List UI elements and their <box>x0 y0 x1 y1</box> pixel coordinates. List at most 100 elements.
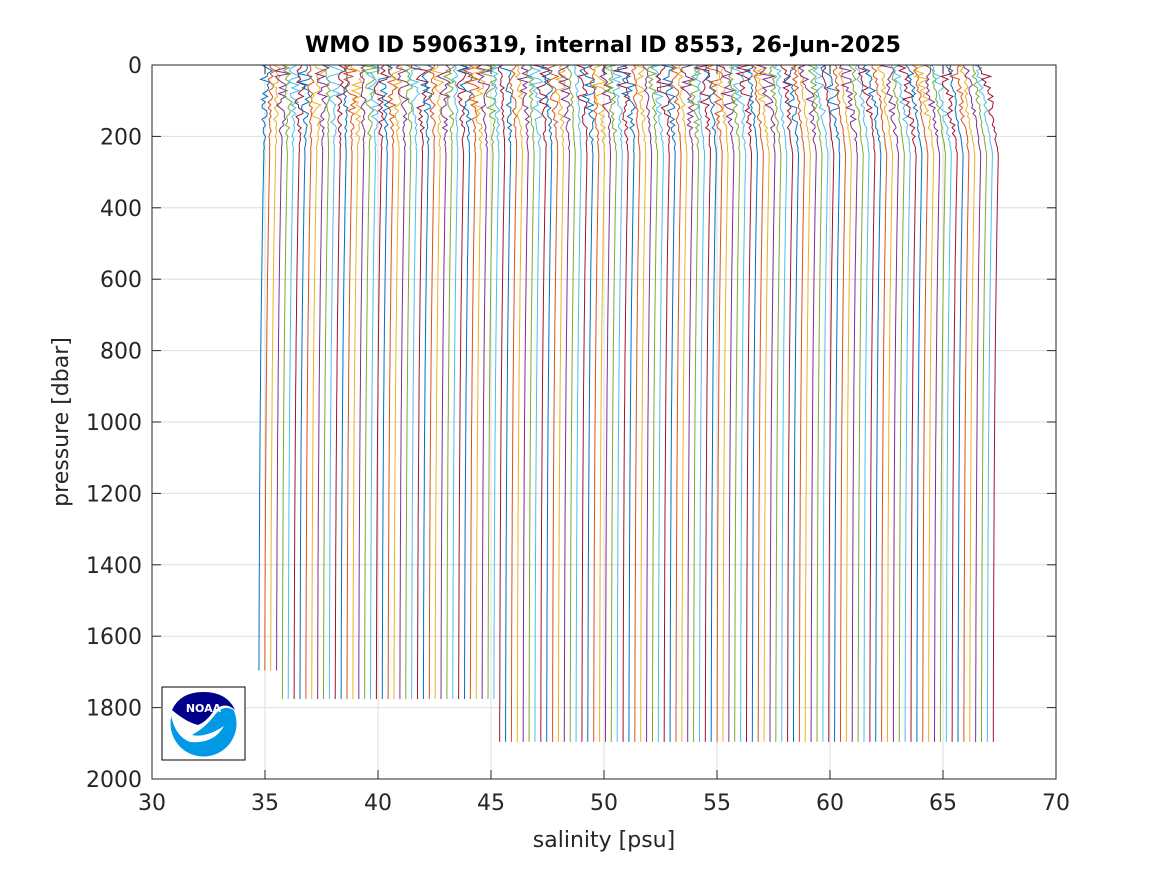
x-tick-label: 55 <box>703 791 731 816</box>
profile-line <box>293 64 306 700</box>
x-tick-label: 35 <box>251 791 279 816</box>
profile-line <box>323 64 331 699</box>
profile-line <box>756 64 776 742</box>
profile-line <box>821 64 835 742</box>
profile-line <box>471 64 486 699</box>
x-tick-label: 65 <box>929 791 957 816</box>
profile-line <box>436 64 452 700</box>
profile-line <box>838 64 852 742</box>
profile-line <box>645 64 658 742</box>
profile-line <box>532 64 551 742</box>
profile-line <box>526 64 544 742</box>
y-tick-label: 0 <box>128 54 142 79</box>
profile-line <box>878 64 899 742</box>
profile-line <box>395 64 410 699</box>
profile-line <box>497 64 506 742</box>
profile-line <box>686 64 702 742</box>
profile-line <box>642 64 653 742</box>
profile-line <box>540 64 553 742</box>
profile-line <box>287 64 302 700</box>
profile-line <box>871 64 888 742</box>
profile-line <box>716 64 736 742</box>
profile-line <box>832 64 846 742</box>
profile-line <box>660 64 676 742</box>
profile-line <box>334 64 347 700</box>
profile-line <box>350 64 364 699</box>
y-tick-label: 1200 <box>86 482 142 507</box>
profile-line <box>949 64 970 742</box>
profile-line <box>812 64 829 742</box>
profile-line <box>977 64 999 742</box>
profile-line <box>854 64 870 742</box>
profile-line <box>589 64 600 742</box>
profile-line <box>716 64 729 742</box>
profile-line <box>489 64 501 699</box>
profile-line <box>373 64 389 699</box>
profile-line <box>631 64 641 742</box>
profile-line <box>365 64 381 699</box>
profile-line <box>750 64 764 742</box>
profile-line <box>679 64 696 742</box>
profile-line <box>358 64 368 699</box>
profile-line <box>516 64 533 742</box>
profile-line <box>779 64 794 742</box>
y-tick-label: 800 <box>100 340 142 365</box>
profile-line <box>456 64 468 700</box>
x-tick-label: 45 <box>477 791 505 816</box>
profile-line <box>768 64 782 742</box>
logo-text: NOAA <box>186 702 222 715</box>
y-tick-label: 400 <box>100 197 142 222</box>
profile-line <box>508 64 518 742</box>
profile-line <box>430 64 446 700</box>
profile-line <box>931 64 952 742</box>
profile-line <box>525 64 535 742</box>
profile-line <box>475 64 491 700</box>
profile-line <box>924 64 941 742</box>
profile-line <box>669 64 682 742</box>
profile-line <box>391 64 403 699</box>
x-tick-label: 50 <box>590 791 618 816</box>
y-axis-label: pressure [dbar] <box>49 337 74 507</box>
profile-line <box>408 64 423 700</box>
profile-line <box>425 64 438 699</box>
profile-line <box>896 64 917 742</box>
noaa-logo: NOAA <box>161 686 246 761</box>
profile-line <box>451 64 459 699</box>
profile-line <box>481 64 498 700</box>
y-tick-label: 2000 <box>86 768 142 793</box>
profile-line <box>904 64 923 742</box>
profile-line <box>704 64 723 742</box>
x-tick-label: 60 <box>816 791 844 816</box>
profile-line <box>838 64 858 742</box>
profile-line <box>971 64 988 742</box>
profile-line <box>848 64 864 742</box>
y-tick-label: 1400 <box>86 554 142 579</box>
profile-line <box>973 64 993 742</box>
profile-line <box>911 64 929 742</box>
profile-line <box>928 64 946 742</box>
chart-title: WMO ID 5906319, internal ID 8553, 26-Jun… <box>305 33 901 58</box>
profile-line <box>404 64 413 699</box>
profile-line <box>270 64 282 671</box>
profile-line <box>772 64 788 742</box>
profile-line <box>258 64 274 671</box>
profile-line <box>633 64 647 742</box>
profile-line <box>820 64 841 742</box>
profile-line <box>694 64 712 742</box>
profile-line <box>314 64 331 700</box>
profile-line <box>655 64 672 742</box>
profile-line <box>296 64 313 699</box>
profile-line <box>342 64 359 699</box>
profile-lines <box>258 64 999 742</box>
profile-line <box>862 64 882 742</box>
profile-line <box>752 64 770 742</box>
profile-line <box>498 64 514 742</box>
profile-line <box>410 64 430 699</box>
y-tick-label: 200 <box>100 125 142 150</box>
profile-line <box>676 64 688 742</box>
profile-line <box>913 64 935 742</box>
profile-line <box>340 64 350 700</box>
profile-line <box>547 64 560 742</box>
profile-line <box>310 64 327 700</box>
